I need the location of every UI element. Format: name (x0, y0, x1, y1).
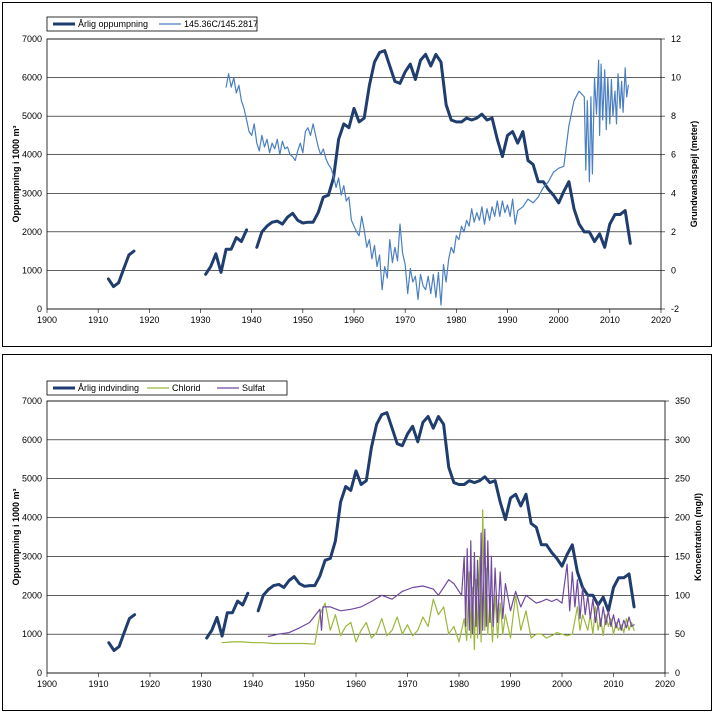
y2-tick-label: 250 (675, 474, 690, 484)
x-tick-label: 1970 (397, 679, 417, 689)
y2-tick-label: 200 (675, 513, 690, 523)
x-tick-label: 1970 (395, 315, 415, 325)
chart-bottom: 0 1000 2000 3000 4000 5000 6000 7000 0 50 100 150 20… (11, 380, 703, 689)
y-tick-label: 0 (37, 668, 42, 678)
y-tick-label: 7000 (22, 34, 42, 44)
x-tick-label: 1990 (500, 679, 520, 689)
legend-label: Sulfat (242, 383, 266, 393)
extraction-line (107, 613, 137, 652)
x-tick-label: 1910 (88, 679, 108, 689)
y-tick-label: 7000 (22, 396, 42, 406)
y2-tick-label: 10 (671, 73, 681, 83)
legend-label: Årlig indvinding (78, 383, 139, 393)
legend-label: 145.36C/145.2817 (184, 19, 258, 29)
y2-tick-label: -2 (671, 304, 679, 314)
x-tick-label: 2020 (655, 679, 675, 689)
y2-tick-label: 50 (675, 629, 685, 639)
y2-tick-label: 350 (675, 396, 690, 406)
x-tick-label: 1900 (37, 679, 57, 689)
y2-tick-label: 2 (671, 227, 676, 237)
y-tick-label: 2000 (22, 227, 42, 237)
chart-panel-top: 0 1000 2000 3000 4000 5000 6000 7000 -2 0 2 4 6 8 10 12… (2, 2, 712, 347)
extraction-line (205, 591, 250, 640)
legend-label: Chlorid (172, 383, 201, 393)
x-tick-label: 1960 (344, 315, 364, 325)
y-tick-label: 3000 (22, 188, 42, 198)
x-tick-label: 2000 (549, 315, 569, 325)
x-tick-label: 1990 (497, 315, 517, 325)
groundwater-level-line (225, 59, 629, 306)
y2-tick-label: 8 (671, 111, 676, 121)
pumping-line (106, 249, 136, 289)
y-tick-label: 6000 (22, 73, 42, 83)
x-tick-label: 1980 (449, 679, 469, 689)
y-tick-label: 5000 (22, 474, 42, 484)
y-tick-label: 2000 (22, 590, 42, 600)
x-tick-label: 1910 (88, 315, 108, 325)
x-tick-label: 1920 (140, 679, 160, 689)
y2-tick-label: 100 (675, 590, 690, 600)
y2-tick-label: 6 (671, 150, 676, 160)
x-tick-label: 2010 (603, 679, 623, 689)
y-tick-label: 6000 (22, 435, 42, 445)
legend-label: Årlig oppumpning (78, 19, 148, 29)
y2-axis-title: Grundvandsspejl (meter) (689, 121, 699, 228)
y-axis-title: Oppumpning i 1000 m³ (11, 488, 21, 585)
y-tick-label: 1000 (22, 629, 42, 639)
y2-tick-label: 300 (675, 435, 690, 445)
y-axis-title: Oppumpning i 1000 m³ (11, 125, 21, 222)
chart-panel-bottom: 0 1000 2000 3000 4000 5000 6000 7000 0 50 100 150 20… (2, 354, 712, 711)
y-tick-label: 4000 (22, 513, 42, 523)
x-tick-label: 1930 (190, 315, 210, 325)
pumping-line (255, 49, 632, 249)
x-tick-label: 1950 (293, 315, 313, 325)
chart-top: 0 1000 2000 3000 4000 5000 6000 7000 -2 0 2 4 6 8 10 12… (11, 16, 699, 325)
x-tick-label: 2020 (651, 315, 671, 325)
y-tick-label: 1000 (22, 265, 42, 275)
y-tick-label: 3000 (22, 551, 42, 561)
x-tick-label: 1960 (346, 679, 366, 689)
x-tick-label: 1930 (191, 679, 211, 689)
sulfat-line (267, 528, 635, 638)
extraction-line (256, 411, 636, 613)
x-tick-label: 1940 (243, 679, 263, 689)
y-tick-label: 0 (37, 304, 42, 314)
y2-tick-label: 12 (671, 34, 681, 44)
plot-area (46, 38, 662, 310)
x-tick-label: 1980 (446, 315, 466, 325)
y2-axis-title: Koncentration (mg/l) (693, 493, 703, 581)
x-tick-label: 2010 (600, 315, 620, 325)
pumping-line (204, 228, 249, 276)
x-tick-label: 1940 (242, 315, 262, 325)
legend (46, 16, 258, 32)
y-tick-label: 5000 (22, 111, 42, 121)
x-tick-label: 1920 (139, 315, 159, 325)
x-tick-label: 2000 (552, 679, 572, 689)
x-tick-label: 1900 (37, 315, 57, 325)
y2-tick-label: 150 (675, 551, 690, 561)
y2-tick-label: 4 (671, 188, 676, 198)
x-tick-label: 1950 (294, 679, 314, 689)
y2-tick-label: 0 (675, 668, 680, 678)
y2-tick-label: 0 (671, 265, 676, 275)
y-tick-label: 4000 (22, 150, 42, 160)
